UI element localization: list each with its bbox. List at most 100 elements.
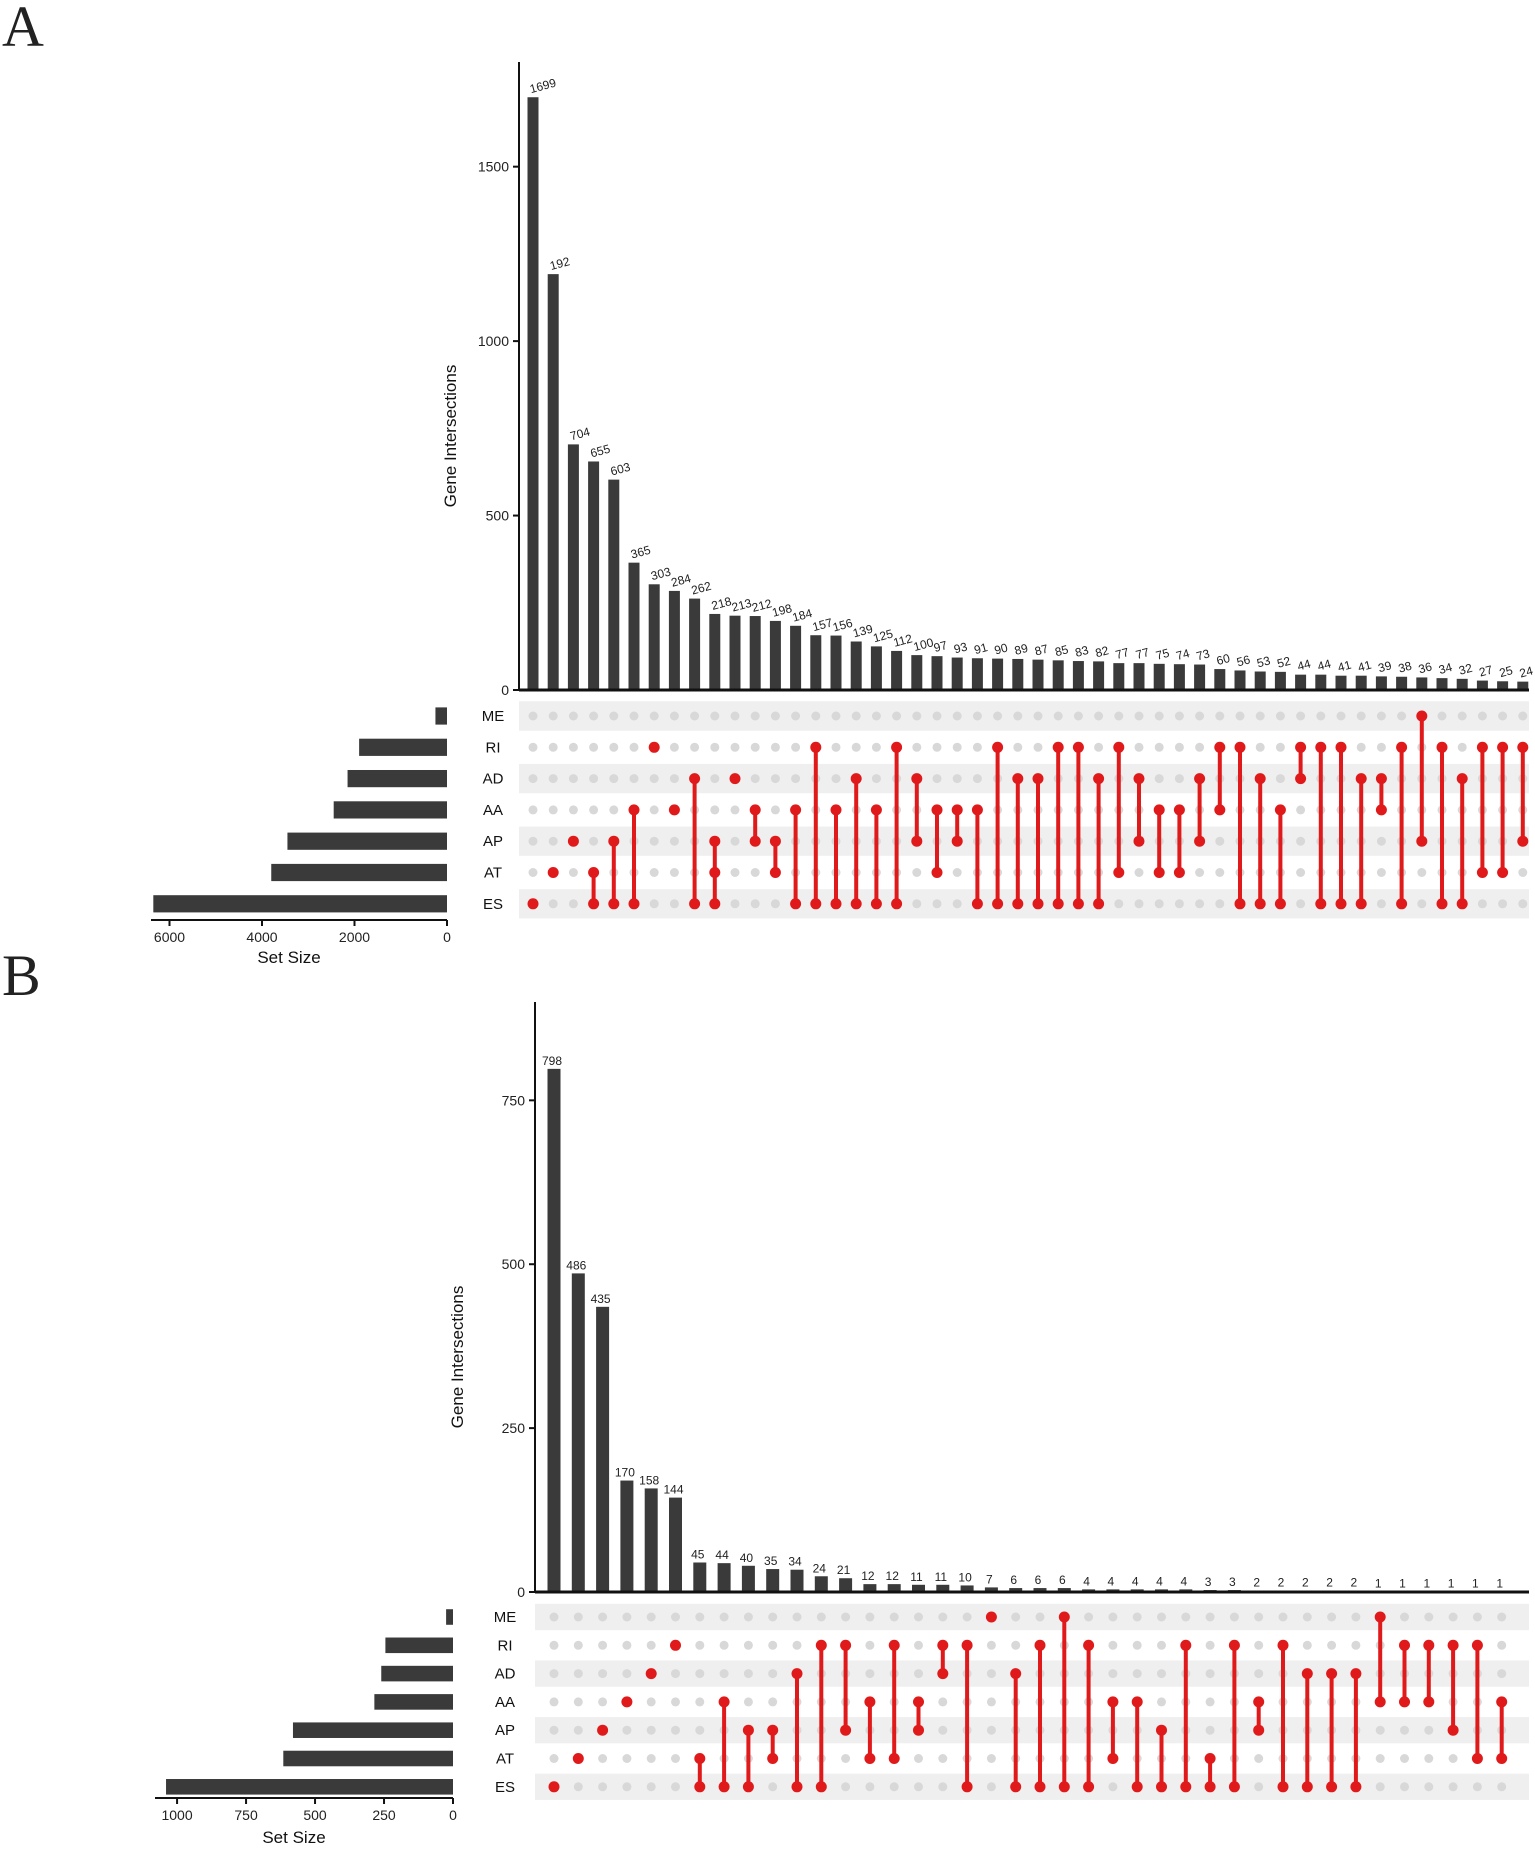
- matrix-dot-inactive: [1013, 742, 1023, 752]
- set-label: ES: [495, 1779, 515, 1796]
- matrix-dot-inactive: [1351, 1640, 1361, 1650]
- intersection-value-label: 24: [813, 1561, 827, 1575]
- matrix-dot-inactive: [912, 868, 922, 877]
- matrix-dot-active: [1153, 804, 1165, 816]
- matrix-dot-inactive: [548, 774, 558, 784]
- matrix-dot-inactive: [912, 742, 922, 752]
- intersection-value-label: 45: [691, 1548, 705, 1562]
- matrix-dot-inactive: [1497, 1612, 1507, 1622]
- matrix-dot-inactive: [938, 1782, 948, 1792]
- intersection-bar: [931, 656, 943, 690]
- matrix-dot-inactive: [573, 1725, 583, 1735]
- intersection-bar: [790, 1569, 804, 1592]
- matrix-dot-inactive: [871, 774, 881, 784]
- intersection-value-label: 6: [1035, 1573, 1042, 1587]
- matrix-dot-active: [1399, 1696, 1410, 1708]
- intersection-value-label: 35: [764, 1554, 778, 1568]
- intersection-value-label: 6: [1010, 1573, 1017, 1587]
- matrix-dot-inactive: [986, 1725, 996, 1735]
- intersection-value-label: 53: [1255, 653, 1272, 670]
- matrix-dot-inactive: [549, 1669, 559, 1679]
- matrix-dot-active: [1375, 773, 1387, 785]
- matrix-dot-inactive: [695, 1640, 705, 1650]
- matrix-dot-inactive: [622, 1782, 632, 1792]
- matrix-dot-inactive: [831, 711, 841, 721]
- matrix-dot-active: [937, 1668, 949, 1680]
- matrix-dot-inactive: [770, 805, 780, 815]
- matrix-dot-active: [1214, 804, 1226, 816]
- matrix-dot-inactive: [622, 1612, 632, 1622]
- matrix-dot-active: [572, 1753, 584, 1764]
- matrix-dot-active: [1517, 835, 1529, 847]
- matrix-dot-inactive: [1254, 1612, 1264, 1622]
- intersection-bar: [936, 1584, 950, 1592]
- matrix-dot-inactive: [1376, 868, 1386, 877]
- matrix-dot-inactive: [1424, 1725, 1434, 1735]
- intersection-value-label: 27: [1478, 662, 1495, 679]
- matrix-dot-inactive: [1157, 1612, 1166, 1622]
- matrix-dot-inactive: [690, 711, 700, 721]
- intersection-value-label: 2: [1351, 1576, 1358, 1590]
- matrix-dot-active: [951, 835, 963, 847]
- matrix-dot-active: [1295, 741, 1307, 753]
- intersection-value-label: 2: [1253, 1576, 1260, 1590]
- matrix-dot-inactive: [1011, 1612, 1021, 1622]
- matrix-dot-inactive: [1094, 742, 1104, 752]
- matrix-dot-active: [1133, 835, 1145, 847]
- matrix-dot-inactive: [1132, 1640, 1142, 1650]
- intersection-bar: [1072, 661, 1084, 690]
- matrix-dot-inactive: [1356, 711, 1366, 721]
- matrix-dot-inactive: [609, 742, 619, 752]
- matrix-dot-active: [1497, 867, 1509, 878]
- matrix-dot-inactive: [646, 1782, 656, 1792]
- intersection-value-label: 486: [566, 1258, 586, 1272]
- matrix-dot-inactive: [932, 711, 942, 721]
- matrix-dot-inactive: [768, 1612, 778, 1622]
- intersection-bar: [1254, 671, 1266, 690]
- intersection-value-label: 39: [1377, 658, 1394, 675]
- matrix-dot-inactive: [669, 836, 679, 846]
- intersection-value-label: 4: [1180, 1574, 1187, 1588]
- matrix-dot-active: [1214, 741, 1226, 753]
- matrix-dot-inactive: [1108, 1669, 1118, 1679]
- intersection-bar: [1032, 659, 1044, 690]
- y-tick-label: 0: [517, 1584, 525, 1600]
- matrix-dot-active: [1476, 741, 1488, 753]
- matrix-dot-inactive: [1195, 742, 1205, 752]
- matrix-dot-active: [767, 1753, 779, 1764]
- y-tick-label: 250: [502, 1420, 526, 1436]
- matrix-dot-inactive: [1397, 711, 1407, 721]
- matrix-dot-inactive: [1400, 1725, 1409, 1735]
- matrix-dot-active: [864, 1753, 876, 1764]
- matrix-dot-inactive: [768, 1782, 778, 1792]
- matrix-dot-active: [1374, 1696, 1386, 1708]
- matrix-dot-active: [1326, 1781, 1338, 1793]
- matrix-dot-active: [1204, 1753, 1216, 1764]
- intersection-bar: [1517, 681, 1529, 690]
- matrix-dot-active: [1012, 773, 1024, 785]
- matrix-dot-inactive: [1376, 899, 1386, 909]
- matrix-dot-inactive: [730, 805, 740, 815]
- intersection-value-label: 192: [548, 254, 571, 273]
- matrix-dot-active: [608, 835, 620, 847]
- matrix-dot-inactive: [972, 742, 982, 752]
- matrix-dot-inactive: [609, 711, 619, 721]
- matrix-dot-inactive: [914, 1782, 923, 1792]
- intersection-bar: [668, 590, 680, 690]
- matrix-dot-active: [729, 773, 741, 785]
- intersection-value-label: 603: [609, 460, 632, 479]
- matrix-dot-active: [742, 1724, 754, 1736]
- matrix-dot-active: [971, 804, 983, 816]
- matrix-dot-active: [1447, 1724, 1459, 1736]
- matrix-dot-active: [588, 867, 600, 878]
- matrix-dot-inactive: [646, 1754, 656, 1763]
- intersection-bar: [1033, 1588, 1047, 1592]
- matrix-dot-inactive: [1033, 742, 1043, 752]
- matrix-dot-active: [742, 1781, 754, 1793]
- intersection-bar: [1497, 681, 1509, 690]
- matrix-dot-inactive: [646, 1612, 656, 1622]
- matrix-dot-inactive: [589, 805, 599, 815]
- matrix-dot-inactive: [914, 1669, 923, 1679]
